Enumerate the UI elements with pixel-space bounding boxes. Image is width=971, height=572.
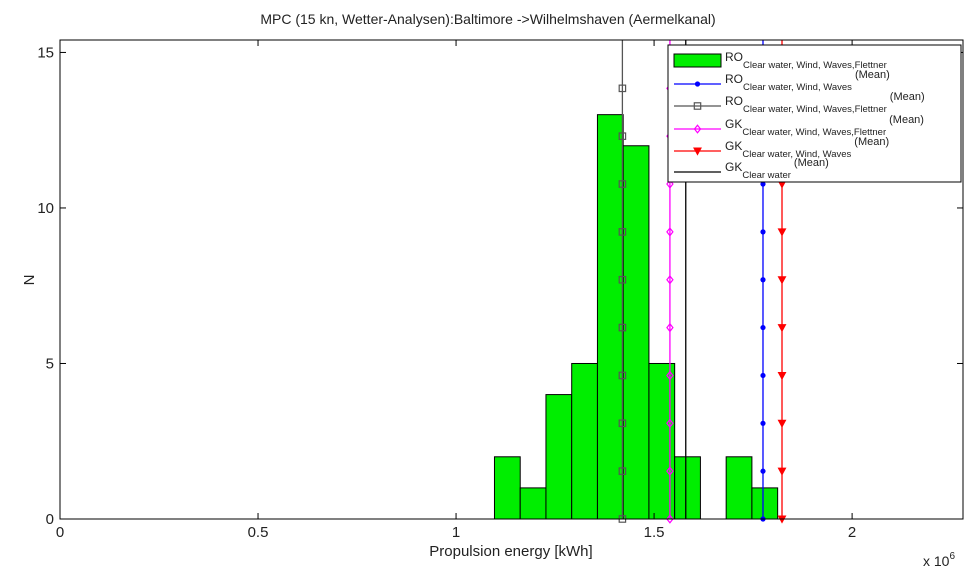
mean-line-1-marker-9 bbox=[618, 84, 627, 93]
mean-line-1-marker-7 bbox=[618, 180, 627, 188]
legend-entry-4: GKClear water, Wind, Waves(Mean) bbox=[674, 136, 889, 160]
histogram-bar-1 bbox=[519, 487, 547, 520]
x-tick-label-3: 1.5 bbox=[644, 524, 665, 541]
x-multiplier-exponent: 6 bbox=[949, 551, 955, 562]
legend-marker-4 bbox=[693, 147, 702, 156]
legend-label-sub-2: Clear water, Wind, Waves,Flettner bbox=[743, 104, 887, 115]
legend-marker-3 bbox=[693, 124, 702, 134]
mean-line-2-marker-2 bbox=[666, 418, 674, 429]
legend-label-sub-1: Clear water, Wind, Waves bbox=[743, 82, 852, 93]
x-tick-label-0: 0 bbox=[56, 524, 64, 541]
legend-label-0: ROClear water, Wind, Waves,Flettner bbox=[725, 50, 887, 71]
legend-label-sup-4: (Mean) bbox=[854, 136, 889, 148]
legend-label-base-3: GK bbox=[725, 117, 742, 131]
chart-title: MPC (15 kn, Wetter-Analysen):Baltimore -… bbox=[260, 11, 715, 27]
legend-label-sub-5: Clear water bbox=[742, 170, 791, 181]
mean-line-2-marker-7 bbox=[666, 179, 674, 189]
mean-line-2-marker-6 bbox=[666, 227, 674, 237]
mean-line-3-marker-4 bbox=[777, 324, 787, 333]
x-axis-multiplier: x 106 bbox=[923, 551, 955, 569]
mean-line-2-marker-5 bbox=[666, 274, 674, 285]
x-tick-label-4: 2 bbox=[848, 524, 856, 541]
legend-label-2: ROClear water, Wind, Waves,Flettner(Mean… bbox=[725, 91, 925, 115]
mean-line-1-marker-2 bbox=[618, 419, 627, 428]
legend-entry-1: ROClear water, Wind, Waves(Mean) bbox=[674, 69, 890, 93]
mean-line-0-marker-5 bbox=[760, 277, 766, 283]
mean-line-3-marker-1 bbox=[777, 467, 787, 476]
mean-line-3-marker-2 bbox=[777, 419, 787, 428]
legend-entry-3: GKClear water, Wind, Waves,Flettner(Mean… bbox=[674, 114, 924, 138]
legend-label-5: GKClear water(Mean) bbox=[725, 157, 829, 181]
legend-label-base-5: GK bbox=[725, 160, 742, 174]
legend-label-sup-2: (Mean) bbox=[890, 91, 925, 103]
legend-box bbox=[667, 44, 962, 183]
legend-entry-2: ROClear water, Wind, Waves,Flettner(Mean… bbox=[674, 91, 925, 115]
mean-line-0-marker-3 bbox=[760, 372, 766, 379]
legend-label-sub-0: Clear water, Wind, Waves,Flettner bbox=[743, 60, 887, 71]
mean-line-1-marker-6 bbox=[618, 228, 627, 236]
mean-line-0-marker-2 bbox=[760, 420, 766, 426]
legend-entry-5: GKClear water(Mean) bbox=[674, 157, 829, 181]
legend-label-1: ROClear water, Wind, Waves(Mean) bbox=[725, 69, 890, 93]
mean-line-2-marker-4 bbox=[666, 322, 674, 333]
y-tick-label-0: 0 bbox=[46, 511, 54, 528]
x-tick-label-1: 0.5 bbox=[248, 524, 269, 541]
histogram-bar-8 bbox=[725, 456, 753, 520]
histogram-bar-5 bbox=[622, 145, 650, 520]
legend-label-4: GKClear water, Wind, Waves(Mean) bbox=[725, 136, 889, 160]
legend-label-sub-4: Clear water, Wind, Waves bbox=[742, 149, 851, 160]
y-axis-label: N bbox=[21, 275, 38, 286]
x-axis-label: Propulsion energy [kWh] bbox=[429, 543, 592, 560]
histogram-bar-0 bbox=[493, 456, 521, 520]
mean-line-1-marker-1 bbox=[618, 467, 627, 475]
legend-label-3: GKClear water, Wind, Waves,Flettner(Mean… bbox=[725, 114, 924, 138]
histogram-bar-6 bbox=[648, 362, 676, 520]
y-tick-label-3: 15 bbox=[37, 44, 54, 61]
histogram-bar-2 bbox=[545, 394, 573, 520]
legend-label-base-4: GK bbox=[725, 139, 742, 153]
histogram-bar-4 bbox=[596, 114, 624, 520]
plot-frame bbox=[59, 39, 964, 520]
y-tick-label-2: 10 bbox=[37, 200, 54, 217]
y-tick-label-1: 5 bbox=[46, 355, 54, 372]
mean-line-1-marker-5 bbox=[618, 275, 627, 284]
mean-line-2-marker-0 bbox=[666, 514, 674, 524]
mean-line-1-marker-3 bbox=[618, 371, 627, 380]
mean-line-3-marker-6 bbox=[777, 228, 787, 237]
legend-label-sub-3: Clear water, Wind, Waves,Flettner bbox=[742, 127, 886, 138]
mean-line-1 bbox=[618, 40, 627, 523]
mean-line-3-marker-3 bbox=[777, 371, 787, 381]
x-multiplier-base: x 10 bbox=[923, 553, 950, 569]
legend-label-base-1: RO bbox=[725, 72, 743, 86]
mean-line-1-marker-4 bbox=[618, 323, 627, 332]
histogram-bar-7 bbox=[674, 456, 701, 520]
mean-line-2-marker-3 bbox=[666, 370, 674, 381]
mean-line-0-marker-4 bbox=[760, 324, 766, 331]
legend-marker-1 bbox=[694, 81, 701, 87]
histogram-bar-3 bbox=[571, 362, 598, 520]
mean-line-0-marker-1 bbox=[760, 468, 766, 474]
legend: ROClear water, Wind, Waves,FlettnerROCle… bbox=[667, 44, 962, 183]
mean-line-0-marker-7 bbox=[760, 181, 766, 187]
mean-line-3-marker-5 bbox=[777, 276, 787, 285]
x-tick-label-2: 1 bbox=[452, 524, 460, 541]
histogram-bar-9 bbox=[751, 487, 779, 520]
legend-label-sup-5: (Mean) bbox=[794, 157, 829, 169]
legend-label-sup-3: (Mean) bbox=[889, 114, 924, 126]
legend-label-base-2: RO bbox=[725, 94, 743, 108]
legend-swatch-0 bbox=[673, 53, 722, 68]
mean-line-1-marker-8 bbox=[618, 132, 627, 140]
legend-label-sup-1: (Mean) bbox=[855, 69, 890, 81]
legend-label-base-0: RO bbox=[725, 50, 743, 64]
mean-line-0-marker-6 bbox=[760, 229, 766, 235]
legend-entry-0: ROClear water, Wind, Waves,Flettner bbox=[673, 50, 887, 71]
legend-marker-2 bbox=[693, 102, 702, 110]
mean-line-2-marker-1 bbox=[666, 466, 674, 476]
